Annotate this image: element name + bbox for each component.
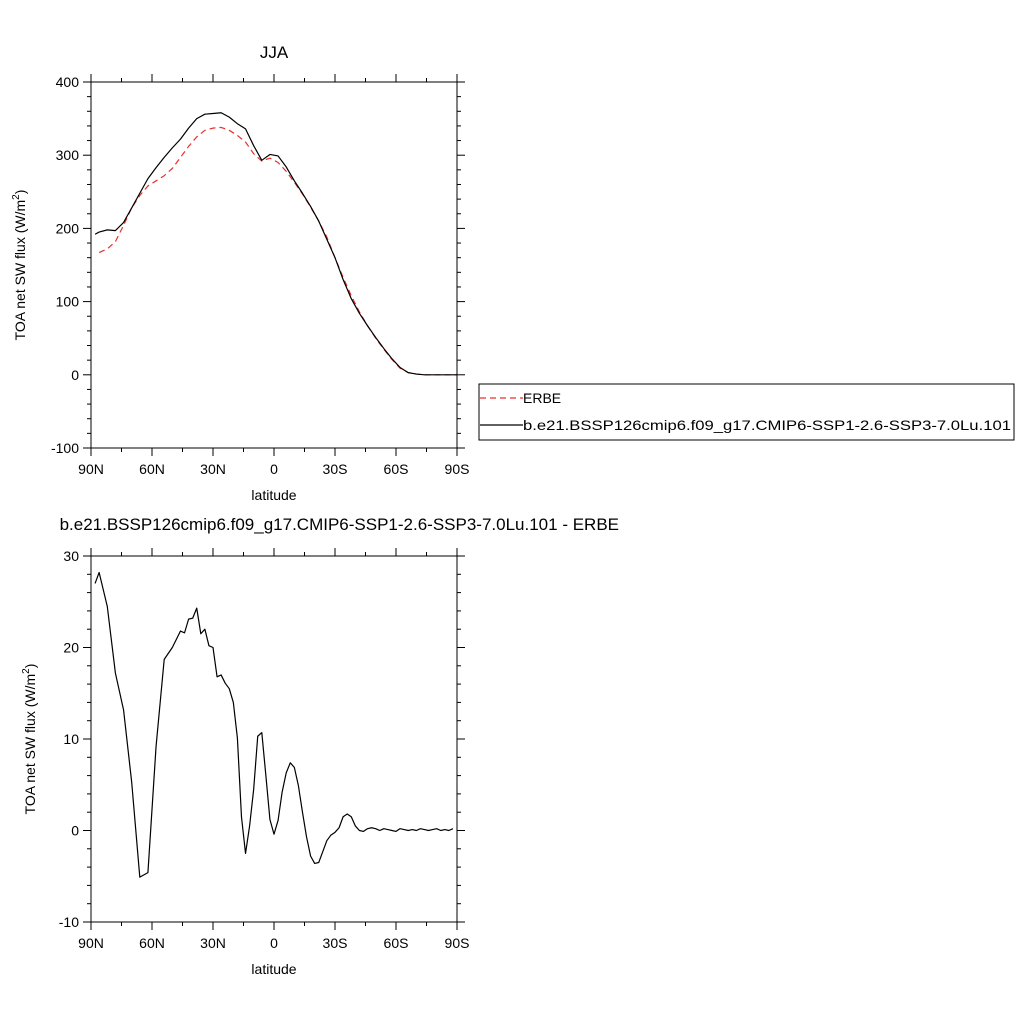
y-tick-label: -10 — [59, 914, 79, 930]
bottom-panel-ticks: 90N 60N 30N 0 30S 60S 90S -10 0 10 20 30 — [59, 548, 470, 951]
y-tick-label: 100 — [56, 294, 80, 310]
y-tick-label: 400 — [56, 74, 80, 90]
y-tick-label: -100 — [51, 440, 79, 456]
y-tick-label: 20 — [63, 640, 79, 656]
bottom-panel: b.e21.BSSP126cmip6.f09_g17.CMIP6-SSP1-2.… — [21, 515, 619, 977]
x-tick-label: 90N — [78, 461, 104, 477]
y-tick-label: 300 — [56, 147, 80, 163]
top-panel-x-axis-label: latitude — [251, 487, 296, 503]
bottom-panel-x-axis-label: latitude — [251, 961, 296, 977]
x-tick-label: 0 — [270, 935, 278, 951]
x-tick-label: 30N — [200, 935, 226, 951]
x-tick-label: 60N — [139, 461, 165, 477]
x-tick-label: 90N — [78, 935, 104, 951]
x-tick-label: 30S — [323, 461, 348, 477]
x-tick-label: 90S — [445, 935, 470, 951]
top-panel-ticks: 90N 60N 30N 0 30S 60S 90S -100 0 100 200 300 400 — [51, 74, 469, 477]
bottom-panel-title: b.e21.BSSP126cmip6.f09_g17.CMIP6-SSP1-2.… — [60, 515, 619, 534]
series-line-erbe — [98, 126, 457, 376]
x-tick-label: 30S — [323, 935, 348, 951]
legend: ERBE b.e21.BSSP126cmip6.f09_g17.CMIP6-SS… — [478, 383, 1015, 441]
bottom-panel-y-axis-label: TOA net SW flux (W/m2) — [21, 664, 38, 815]
series-line-model — [94, 112, 457, 376]
x-tick-label: 60S — [384, 461, 409, 477]
x-tick-label: 30N — [200, 461, 226, 477]
top-panel: JJA 90N 60N 30N 0 30S 60S 90S -100 0 100 200 300 400… — [11, 43, 469, 503]
y-tick-label: 0 — [71, 823, 79, 839]
bottom-panel-series — [94, 571, 454, 878]
legend-label-model: b.e21.BSSP126cmip6.f09_g17.CMIP6-SSP1-2.… — [523, 417, 1011, 433]
x-tick-label: 90S — [445, 461, 470, 477]
bottom-panel-frame — [90, 555, 458, 923]
top-panel-frame — [90, 81, 458, 449]
y-tick-label: 30 — [63, 548, 79, 564]
x-tick-label: 0 — [270, 461, 278, 477]
top-panel-series — [94, 112, 457, 376]
legend-label-erbe: ERBE — [523, 390, 561, 406]
top-panel-y-axis-label: TOA net SW flux (W/m2) — [11, 190, 28, 341]
legend-box — [478, 383, 1015, 441]
series-line-difference — [94, 571, 454, 878]
y-tick-label: 200 — [56, 220, 80, 236]
x-tick-label: 60S — [384, 935, 409, 951]
y-tick-label: 0 — [71, 367, 79, 383]
top-panel-title: JJA — [260, 43, 289, 62]
x-tick-label: 60N — [139, 935, 165, 951]
y-tick-label: 10 — [63, 731, 79, 747]
